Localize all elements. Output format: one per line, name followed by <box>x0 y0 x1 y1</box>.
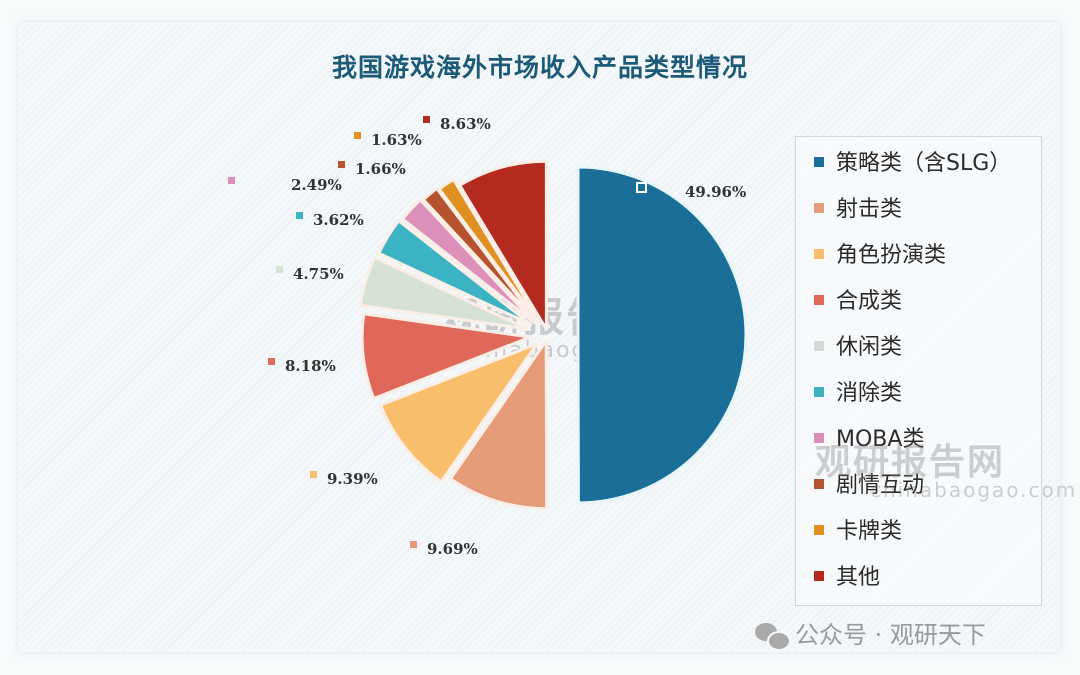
legend-swatch <box>814 433 824 443</box>
label-marker <box>338 160 345 168</box>
legend-swatch <box>814 157 824 167</box>
legend-swatch <box>814 295 824 305</box>
pie-slice <box>576 165 748 505</box>
label-marker <box>296 211 303 219</box>
legend-swatch <box>814 387 824 397</box>
pie-slice <box>448 339 549 511</box>
pie-slice <box>421 186 540 325</box>
label-marker <box>354 131 361 139</box>
legend-item-casual: 休闲类 <box>814 329 902 361</box>
legend-swatch <box>814 571 824 581</box>
data-label: 9.69% <box>410 540 478 558</box>
label-marker <box>410 540 417 548</box>
pie-slice <box>360 312 532 401</box>
pie-slice <box>379 342 539 484</box>
pie-slice <box>458 159 548 331</box>
legend-item-story: 剧情互动 <box>814 467 924 499</box>
label-marker <box>423 115 430 123</box>
legend-swatch <box>814 479 824 489</box>
data-label: 3.62% <box>296 211 364 229</box>
legend-swatch <box>814 341 824 351</box>
label-marker <box>636 181 647 193</box>
label-marker <box>276 265 283 273</box>
pie-slice <box>401 198 537 325</box>
watermark-url-2: chinabaogao.com <box>870 478 1078 502</box>
legend-item-merge: 合成类 <box>814 283 902 315</box>
legend-item-other: 其他 <box>814 559 880 591</box>
data-label: 2.49% <box>228 176 342 194</box>
data-label: 4.75% <box>276 265 344 283</box>
data-label: 9.39% <box>310 470 378 488</box>
data-label: 49.96% <box>636 181 746 201</box>
pie-slice <box>377 219 533 327</box>
footer: 公众号 · 观研天下 <box>755 615 986 651</box>
legend-swatch <box>814 249 824 259</box>
pie-slice <box>359 255 529 331</box>
pie-slice <box>437 177 542 325</box>
legend-item-strategy: 策略类（含SLG） <box>814 145 1011 177</box>
legend-item-rpg: 角色扮演类 <box>814 237 946 269</box>
legend-item-shooter: 射击类 <box>814 191 902 223</box>
watermark-text-2: 观研报告网 <box>815 442 1006 483</box>
legend-swatch <box>814 525 824 535</box>
legend: 策略类（含SLG） 射击类 角色扮演类 合成类 休闲类 消除类 MOBA类 剧情… <box>795 136 1042 606</box>
footer-text: 公众号 · 观研天下 <box>795 621 986 649</box>
label-marker <box>228 176 235 184</box>
wechat-icon <box>755 623 791 651</box>
data-label: 1.63% <box>354 131 422 149</box>
legend-item-card: 卡牌类 <box>814 513 902 545</box>
data-label: 8.63% <box>423 115 491 133</box>
data-label: 8.18% <box>268 357 336 375</box>
label-marker <box>268 357 275 365</box>
data-label: 1.66% <box>338 160 406 178</box>
label-marker <box>310 470 317 478</box>
chart-title: 我国游戏海外市场收入产品类型情况 <box>331 53 748 82</box>
legend-item-moba: MOBA类 <box>814 421 924 453</box>
legend-item-match: 消除类 <box>814 375 902 407</box>
legend-swatch <box>814 203 824 213</box>
